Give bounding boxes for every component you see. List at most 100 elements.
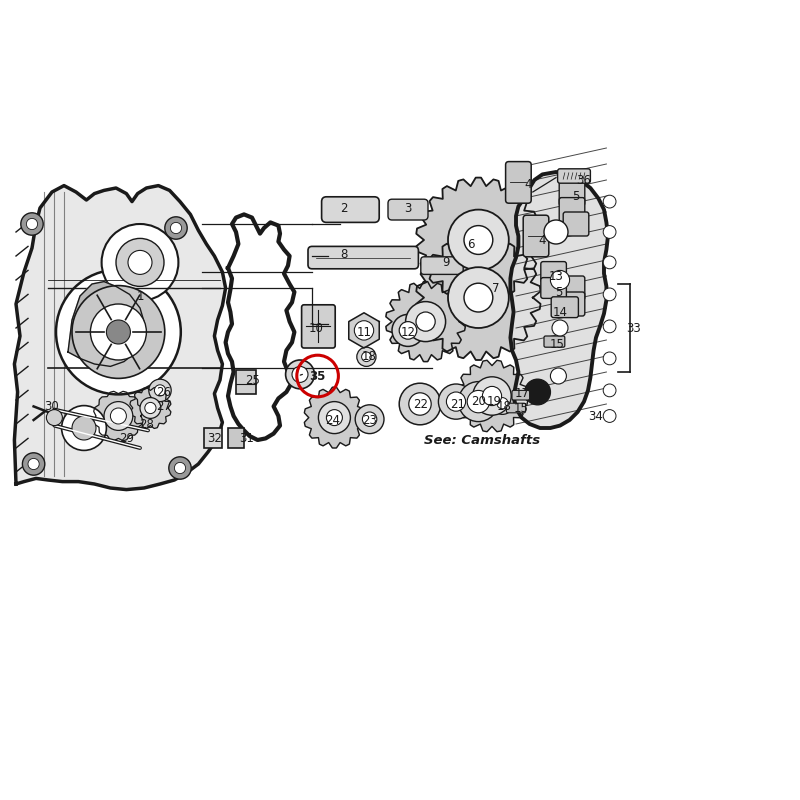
FancyBboxPatch shape: [559, 276, 585, 300]
Text: 11: 11: [357, 326, 371, 338]
Circle shape: [603, 384, 616, 397]
FancyBboxPatch shape: [559, 182, 585, 206]
Circle shape: [446, 392, 466, 411]
Circle shape: [464, 226, 493, 254]
Text: 14: 14: [553, 306, 567, 318]
Polygon shape: [456, 360, 528, 432]
Circle shape: [355, 405, 384, 434]
Text: 8: 8: [340, 248, 348, 261]
FancyBboxPatch shape: [322, 197, 379, 222]
FancyBboxPatch shape: [302, 305, 335, 348]
Text: 2: 2: [340, 202, 348, 214]
Circle shape: [286, 360, 314, 389]
Polygon shape: [226, 214, 294, 440]
Circle shape: [128, 250, 152, 274]
Circle shape: [22, 453, 45, 475]
Polygon shape: [68, 282, 144, 366]
Text: 29: 29: [119, 432, 134, 445]
Circle shape: [448, 267, 509, 328]
FancyBboxPatch shape: [308, 246, 418, 269]
Circle shape: [102, 224, 178, 301]
FancyBboxPatch shape: [506, 162, 531, 203]
FancyBboxPatch shape: [563, 212, 589, 236]
Circle shape: [165, 217, 187, 239]
Text: 30: 30: [45, 400, 59, 413]
Polygon shape: [14, 186, 226, 490]
FancyBboxPatch shape: [236, 370, 256, 394]
Text: 5: 5: [572, 190, 580, 202]
Circle shape: [416, 312, 435, 331]
Polygon shape: [386, 282, 466, 362]
Text: 6: 6: [466, 238, 474, 250]
Circle shape: [491, 392, 514, 414]
Text: 13: 13: [549, 270, 563, 282]
Circle shape: [72, 416, 96, 440]
Text: 4: 4: [538, 234, 546, 246]
FancyBboxPatch shape: [512, 390, 530, 400]
Circle shape: [104, 402, 133, 430]
Circle shape: [362, 412, 377, 426]
Circle shape: [140, 398, 161, 418]
Polygon shape: [304, 387, 365, 448]
Circle shape: [354, 321, 374, 340]
Circle shape: [603, 288, 616, 301]
FancyBboxPatch shape: [523, 215, 549, 257]
Circle shape: [392, 314, 424, 346]
Circle shape: [399, 322, 417, 339]
FancyBboxPatch shape: [506, 403, 526, 413]
Text: 15: 15: [550, 338, 564, 350]
Text: 1: 1: [136, 290, 144, 302]
Text: 18: 18: [497, 400, 511, 413]
Circle shape: [448, 210, 509, 270]
Circle shape: [406, 302, 446, 342]
FancyBboxPatch shape: [559, 292, 585, 316]
Circle shape: [480, 386, 499, 406]
Text: 17: 17: [515, 387, 530, 400]
Circle shape: [544, 220, 568, 244]
Circle shape: [154, 385, 166, 396]
Text: 18: 18: [362, 350, 377, 363]
Circle shape: [149, 379, 171, 402]
Circle shape: [603, 195, 616, 208]
Text: 33: 33: [626, 322, 641, 334]
Circle shape: [550, 270, 570, 290]
Text: 26: 26: [157, 386, 171, 398]
Polygon shape: [416, 235, 541, 360]
Text: 21: 21: [450, 398, 465, 410]
FancyBboxPatch shape: [204, 428, 222, 448]
Text: 23: 23: [362, 414, 377, 427]
Circle shape: [292, 366, 308, 382]
Polygon shape: [510, 172, 608, 428]
Text: 19: 19: [487, 395, 502, 408]
Circle shape: [603, 256, 616, 269]
Circle shape: [90, 304, 146, 360]
Circle shape: [497, 398, 508, 409]
Circle shape: [170, 222, 182, 234]
Polygon shape: [130, 387, 171, 429]
Circle shape: [482, 386, 502, 406]
FancyBboxPatch shape: [541, 262, 566, 282]
Circle shape: [46, 410, 62, 426]
Text: 3: 3: [404, 202, 412, 214]
Text: 34: 34: [589, 410, 603, 422]
Circle shape: [26, 218, 38, 230]
Text: 25: 25: [246, 374, 260, 386]
Circle shape: [603, 410, 616, 422]
Circle shape: [357, 347, 376, 366]
Polygon shape: [94, 391, 143, 441]
Text: 27: 27: [157, 400, 171, 413]
Circle shape: [110, 408, 126, 424]
Text: 35: 35: [310, 370, 326, 382]
Circle shape: [318, 402, 350, 434]
FancyBboxPatch shape: [544, 336, 565, 347]
Circle shape: [362, 352, 371, 362]
FancyBboxPatch shape: [558, 169, 590, 183]
Text: 31: 31: [239, 432, 254, 445]
Text: 10: 10: [309, 322, 323, 334]
Circle shape: [174, 462, 186, 474]
Circle shape: [473, 377, 511, 415]
Circle shape: [550, 368, 566, 384]
Text: 4: 4: [524, 178, 532, 190]
Circle shape: [56, 270, 181, 394]
Circle shape: [169, 457, 191, 479]
